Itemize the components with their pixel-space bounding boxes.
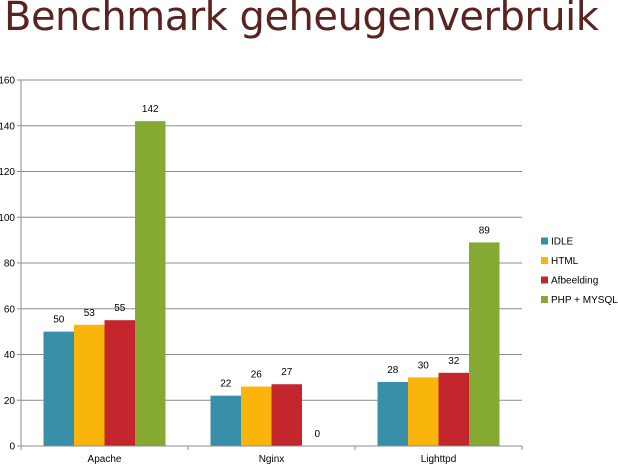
bar-afbeelding-apache: [104, 320, 135, 446]
data-label: 27: [281, 367, 293, 378]
data-label: 55: [114, 303, 126, 314]
x-tick-label: Apache: [88, 454, 122, 465]
data-label: 26: [251, 370, 263, 381]
bar-afbeelding-lighttpd: [438, 372, 469, 446]
x-tick-label: Lighttpd: [421, 454, 457, 465]
bar-idle-apache: [43, 331, 74, 446]
data-label: 28: [387, 365, 399, 376]
bar-idle-lighttpd: [377, 381, 408, 446]
axes: [20, 80, 522, 447]
legend-swatch: [541, 257, 548, 264]
y-tick-label: 100: [0, 213, 15, 224]
data-label: 53: [84, 308, 96, 319]
bar-html-apache: [74, 324, 105, 446]
legend-label: HTML: [551, 256, 579, 267]
data-label: 142: [142, 104, 159, 115]
data-label: 0: [314, 429, 320, 440]
slide-title: Benchmark geheugenverbruik: [4, 0, 599, 40]
y-tick-label: 140: [0, 121, 15, 132]
bar-php-mysql-lighttpd: [469, 242, 500, 446]
legend-swatch: [541, 237, 548, 245]
legend: IDLE HTML Afbeelding PHP + MYSQL: [541, 237, 618, 306]
y-tick-label: 120: [0, 167, 15, 178]
y-axis-ticks: 0 20 40 60 80 100 120 140 160: [0, 76, 21, 453]
bar-html-nginx: [241, 386, 272, 446]
x-tick-label: Nginx: [259, 454, 285, 465]
y-tick-label: 60: [4, 304, 16, 315]
data-label: 89: [479, 225, 491, 236]
y-tick-label: 0: [9, 442, 15, 453]
y-tick-label: 20: [4, 396, 16, 407]
data-label: 32: [448, 356, 460, 367]
x-axis-ticks: Apache Nginx Lighttpd: [20, 446, 523, 465]
legend-label: Afbeelding: [551, 276, 598, 287]
legend-swatch: [541, 276, 548, 284]
bar-idle-nginx: [210, 395, 241, 446]
y-tick-label: 80: [4, 259, 16, 270]
y-tick-label: 40: [4, 350, 16, 361]
data-labels: 50 53 55 142 22 26 27 0 28 30 32 89: [53, 104, 490, 440]
bar-php-mysql-apache: [135, 121, 166, 447]
legend-label: IDLE: [551, 237, 574, 248]
data-label: 50: [53, 315, 65, 326]
bars: [43, 121, 500, 447]
data-label: 30: [418, 360, 430, 371]
bar-afbeelding-nginx: [271, 384, 302, 446]
data-label: 22: [220, 379, 232, 390]
bar-html-lighttpd: [408, 377, 439, 446]
y-tick-label: 160: [0, 76, 15, 87]
legend-swatch: [541, 296, 548, 303]
legend-label: PHP + MYSQL: [551, 295, 618, 306]
